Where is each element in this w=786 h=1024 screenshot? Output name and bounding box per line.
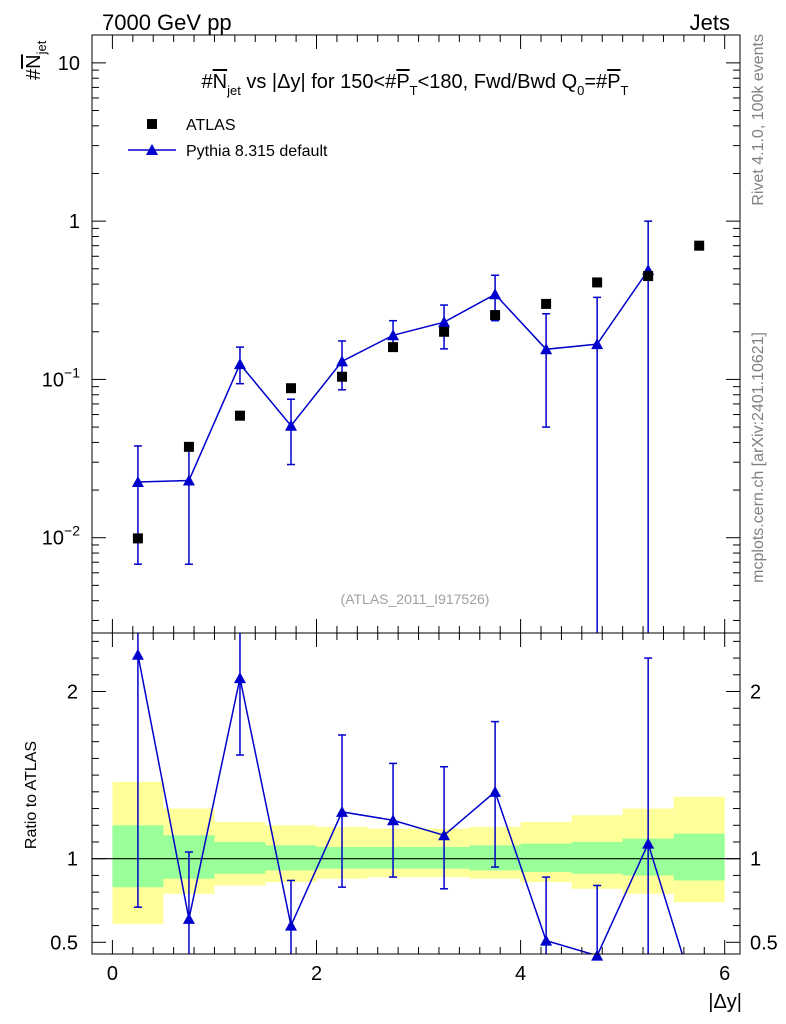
ratio-point bbox=[233, 672, 246, 684]
ratio-y-tick-label-right: 0.5 bbox=[750, 932, 778, 954]
ratio-x-tick-label: 4 bbox=[515, 963, 526, 985]
ratio-y-tick-label-right: 1 bbox=[750, 849, 761, 871]
atlas-point bbox=[694, 240, 705, 251]
main-y-tick-label: 10 bbox=[58, 53, 80, 75]
ratio-x-tick-label: 6 bbox=[719, 963, 730, 985]
main-y-tick-label: 1 bbox=[69, 211, 80, 233]
main-y-tick-label: 10−1 bbox=[42, 364, 80, 391]
ratio-y-tick-label: 2 bbox=[67, 682, 78, 704]
pythia-point bbox=[284, 419, 297, 431]
atlas-point bbox=[337, 371, 348, 382]
legend: ATLAS Pythia 8.315 default bbox=[128, 117, 328, 160]
atlas-point bbox=[388, 342, 399, 353]
ratio-point bbox=[540, 934, 553, 946]
legend-atlas-label: ATLAS bbox=[186, 117, 236, 134]
atlas-point bbox=[132, 533, 143, 544]
ratio-y-tick-label: 1 bbox=[67, 849, 78, 871]
pythia-point bbox=[131, 475, 144, 487]
ratio-y-tick-label: 0.5 bbox=[50, 932, 78, 954]
ratio-frame bbox=[91, 632, 741, 955]
ratio-panel: 0 2 4 6 0.5 0.5 1 1 2 2 Ratio to ATLAS |Δy| bbox=[23, 632, 778, 1013]
pythia-point bbox=[540, 343, 553, 355]
ratio-point bbox=[182, 912, 195, 924]
green-band bbox=[673, 833, 725, 881]
atlas-point bbox=[234, 410, 245, 421]
green-band bbox=[214, 841, 266, 874]
pythia-point bbox=[182, 474, 195, 486]
main-panel: 10−2 10−1 1 10 #Njet vs |Δy| for 150<#PT<18… bbox=[23, 34, 741, 634]
legend-pythia-marker bbox=[146, 144, 158, 155]
process-label: Jets bbox=[690, 10, 730, 35]
ratio-point bbox=[438, 829, 451, 841]
green-band bbox=[265, 845, 317, 871]
green-band bbox=[520, 843, 572, 873]
main-y-tick-label: 10−2 bbox=[42, 523, 80, 550]
atlas-point bbox=[592, 277, 603, 288]
pythia-line bbox=[137, 269, 649, 483]
ratio-line bbox=[137, 654, 684, 954]
ratio-point bbox=[336, 805, 349, 817]
legend-pythia-label: Pythia 8.315 default bbox=[186, 143, 328, 160]
ratio-point bbox=[387, 814, 400, 826]
watermark: (ATLAS_2011_I917526) bbox=[341, 591, 490, 607]
ratio-point bbox=[131, 648, 144, 660]
ratio-point bbox=[642, 837, 655, 849]
atlas-point bbox=[439, 326, 450, 337]
ratio-point bbox=[284, 919, 297, 931]
atlas-point bbox=[541, 298, 552, 309]
ratio-xlabel: |Δy| bbox=[708, 991, 742, 1013]
green-band bbox=[571, 841, 623, 874]
pythia-point bbox=[591, 338, 604, 350]
main-ylabel: #Njet bbox=[23, 40, 49, 80]
pythia-point bbox=[438, 316, 451, 328]
ratio-ylabel: Ratio to ATLAS bbox=[23, 741, 40, 849]
pythia-point bbox=[387, 329, 400, 341]
energy-label: 7000 GeV pp bbox=[102, 10, 232, 35]
ratio-point bbox=[489, 785, 502, 797]
atlas-point bbox=[285, 383, 296, 394]
ratio-point bbox=[591, 949, 604, 961]
side-label-bottom: mcplots.cern.ch [arXiv:2401.10621] bbox=[750, 332, 767, 583]
pythia-point bbox=[233, 358, 246, 370]
ratio-x-tick-label: 0 bbox=[107, 963, 118, 985]
atlas-point bbox=[183, 441, 194, 452]
legend-atlas-marker bbox=[147, 119, 157, 129]
atlas-point bbox=[490, 310, 501, 321]
pythia-point bbox=[336, 355, 349, 367]
side-label-top: Rivet 4.1.0, 100k events bbox=[750, 34, 767, 206]
pythia-point bbox=[489, 288, 502, 300]
ratio-x-tick-label: 2 bbox=[311, 963, 322, 985]
ratio-y-tick-label-right: 2 bbox=[750, 682, 761, 704]
main-title: #Njet vs |Δy| for 150<#PT<180, Fwd/Bwd Q… bbox=[202, 71, 629, 98]
atlas-point bbox=[643, 271, 654, 282]
